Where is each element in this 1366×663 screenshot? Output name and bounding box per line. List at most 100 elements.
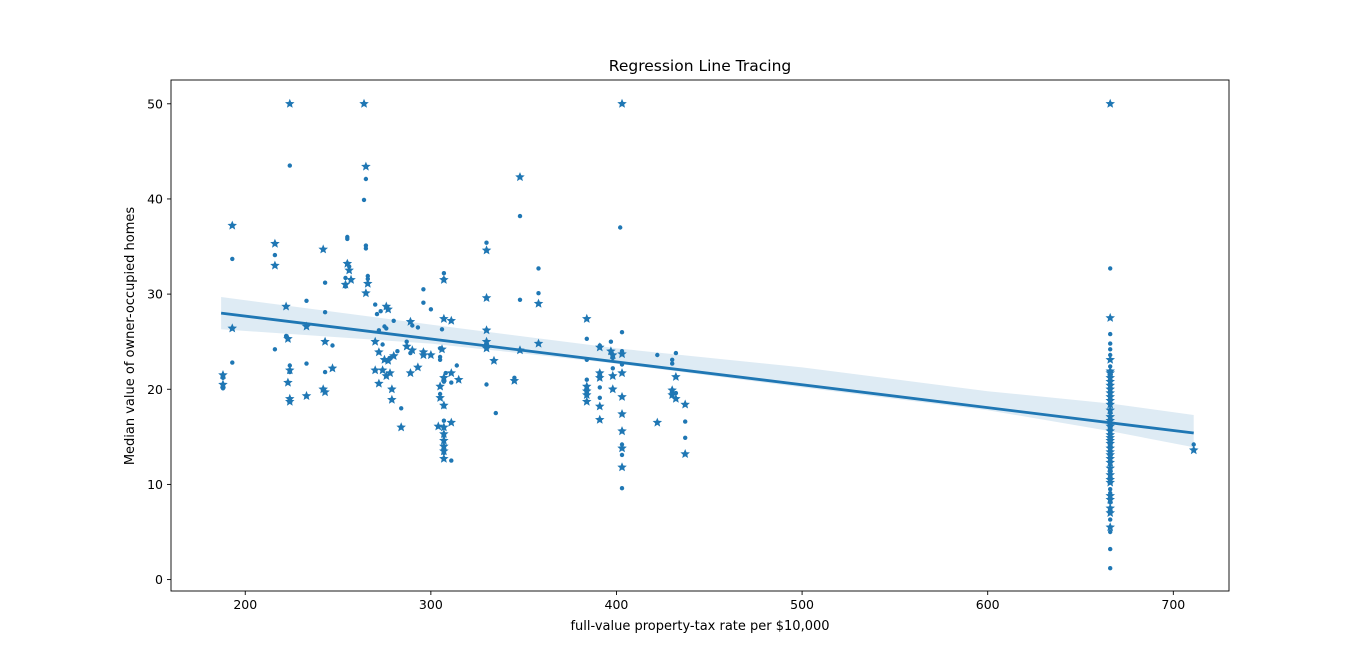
star-point	[439, 435, 449, 445]
star-point	[1105, 399, 1115, 409]
star-point	[283, 333, 293, 343]
dot-point	[683, 435, 688, 440]
dot-point	[347, 264, 352, 269]
star-point	[446, 315, 456, 325]
star-point	[218, 370, 228, 379]
dot-point	[441, 450, 447, 456]
star-point	[270, 238, 280, 248]
dot-point	[437, 391, 443, 397]
star-point	[1105, 477, 1115, 487]
dot-point	[378, 309, 383, 314]
x-tick-label: 700	[1161, 597, 1185, 612]
star-point	[671, 371, 681, 381]
star-point	[606, 346, 616, 356]
dot-point	[619, 442, 625, 447]
dot-point	[493, 410, 498, 416]
y-tick-label: 30	[147, 287, 163, 302]
dot-point	[1108, 453, 1113, 459]
star-point	[680, 399, 690, 409]
star-point	[617, 349, 627, 359]
chart-title: Regression Line Tracing	[609, 57, 792, 75]
dot-point	[610, 366, 615, 371]
star-point	[385, 368, 395, 378]
star-point	[383, 355, 393, 365]
dot-point	[1108, 566, 1113, 571]
dot-point	[1108, 490, 1113, 496]
dot-point	[380, 342, 385, 347]
dot-point	[220, 386, 226, 391]
star-point	[227, 220, 237, 230]
star-point	[346, 274, 356, 284]
x-axis-ticks: 200 300 400 500 600 700	[233, 591, 1185, 612]
star-point	[270, 260, 280, 270]
x-tick-label: 500	[790, 597, 814, 612]
dot-point	[373, 302, 378, 307]
star-point	[405, 368, 416, 378]
dot-point	[399, 406, 404, 411]
star-point	[439, 313, 449, 323]
star-point	[1105, 508, 1115, 517]
dot-point	[1108, 462, 1113, 467]
dot-point	[449, 458, 454, 463]
star-point	[218, 379, 228, 389]
dot-point	[517, 213, 523, 219]
dot-point	[1108, 507, 1113, 513]
dot-point	[673, 390, 679, 396]
dot-point	[1108, 410, 1113, 416]
dot-point	[1108, 396, 1113, 401]
regression-line	[220, 311, 1194, 435]
dot-point	[322, 280, 328, 285]
star-point	[1105, 438, 1115, 448]
star-point	[320, 336, 330, 346]
dot-point	[343, 275, 348, 281]
star-point	[582, 381, 592, 391]
x-axis-label: full-value property-tax rate per $10,000	[570, 619, 829, 634]
star-point	[481, 245, 492, 255]
star-point	[617, 409, 627, 419]
dot-point	[322, 369, 328, 375]
y-tick-label: 10	[147, 477, 163, 492]
dot-point	[441, 418, 447, 423]
dot-point	[443, 370, 448, 376]
star-point	[617, 368, 627, 378]
star-point	[533, 338, 544, 348]
star-point	[435, 381, 445, 391]
star-point	[281, 301, 291, 311]
dot-point	[655, 352, 660, 358]
dot-point	[584, 377, 589, 382]
star-point	[439, 422, 449, 432]
dot-point	[363, 246, 369, 251]
scatter-points-layer	[218, 98, 1199, 571]
star-point	[489, 355, 499, 365]
dot-point	[283, 333, 289, 339]
dot-point	[1108, 487, 1113, 492]
dot-point	[437, 357, 443, 362]
dot-point	[449, 380, 454, 385]
star-point	[1105, 463, 1115, 473]
dot-point	[670, 361, 675, 366]
y-tick-label: 50	[147, 96, 163, 111]
dot-point	[1108, 546, 1113, 552]
dot-point	[361, 197, 367, 203]
dot-point	[597, 395, 602, 400]
star-point	[413, 362, 423, 372]
dot-point	[536, 266, 541, 271]
star-point	[509, 375, 520, 385]
dot-point	[1108, 529, 1113, 535]
star-point	[363, 278, 373, 288]
star-point	[453, 374, 464, 384]
star-point	[1105, 457, 1115, 467]
dot-point	[1191, 442, 1196, 447]
star-point	[446, 417, 456, 427]
dot-point	[1108, 385, 1113, 390]
dot-point	[673, 350, 679, 356]
dot-point	[441, 276, 447, 282]
dot-point	[441, 271, 447, 276]
star-point	[370, 365, 380, 375]
dot-point	[1108, 266, 1113, 271]
star-point	[595, 372, 605, 382]
star-point	[439, 453, 449, 463]
star-point	[1189, 445, 1199, 455]
star-point	[320, 387, 330, 397]
star-point	[608, 384, 618, 394]
